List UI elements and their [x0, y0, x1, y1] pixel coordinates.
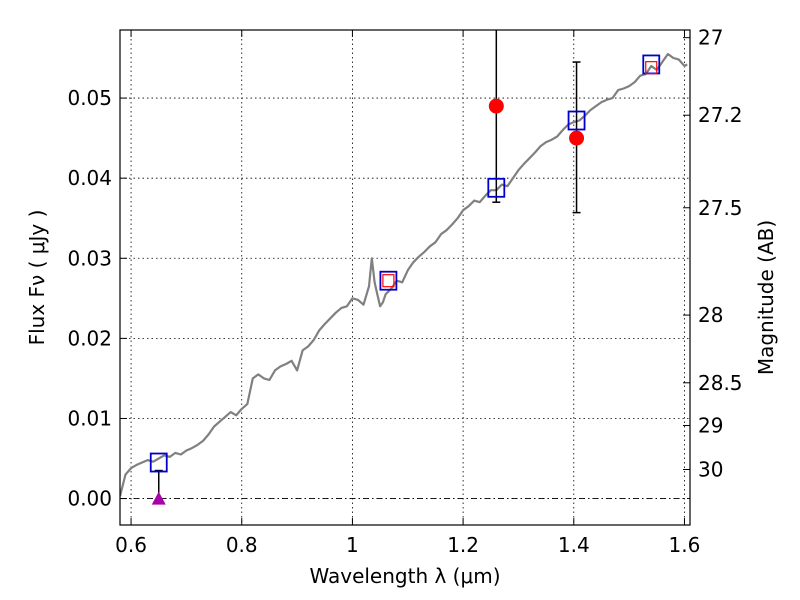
photometry-markers	[149, 30, 661, 505]
y-axis-label: Flux Fν ( μJy )	[25, 210, 49, 346]
right-tick-label: 28.5	[698, 371, 743, 395]
x-tick-label: 1	[346, 533, 359, 557]
right-tick-label: 27.2	[698, 103, 743, 127]
right-tick-label: 29	[698, 414, 723, 438]
observed-flux-point	[569, 130, 585, 146]
detected-band-square	[382, 274, 395, 288]
x-tick-label: 0.8	[226, 533, 258, 557]
model-band-square	[379, 270, 398, 291]
right-axis-label: Magnitude (AB)	[754, 220, 778, 375]
detected-band-square	[645, 61, 658, 75]
plot-frame	[119, 29, 691, 526]
ticks: 0.6 0.8 1 1.2 1.4 1.6 0.00 0.01 0.02 0.03 0.04 0.05…	[67, 26, 742, 557]
y-tick-label: 0.03	[67, 246, 112, 270]
model-band-square	[487, 177, 506, 198]
right-tick-label: 27	[698, 26, 723, 50]
x-axis-label: Wavelength λ (μm)	[309, 564, 500, 588]
upper-limit-marker	[151, 491, 166, 505]
right-tick-label: 27.5	[698, 196, 743, 220]
grid	[120, 30, 690, 525]
x-tick-label: 1.2	[447, 533, 479, 557]
observed-flux-point	[488, 98, 504, 114]
x-tick-label: 1.6	[669, 533, 701, 557]
y-tick-label: 0.00	[67, 487, 112, 511]
model-band-square	[567, 110, 586, 131]
x-tick-label: 1.4	[558, 533, 590, 557]
y-tick-label: 0.04	[67, 166, 112, 190]
right-tick-label: 28	[698, 303, 723, 327]
y-tick-label: 0.05	[67, 86, 112, 110]
x-tick-label: 0.6	[115, 533, 147, 557]
y-tick-label: 0.01	[67, 406, 112, 430]
right-tick-label: 30	[698, 457, 723, 481]
y-tick-label: 0.02	[67, 326, 112, 350]
model-band-square	[149, 452, 168, 473]
